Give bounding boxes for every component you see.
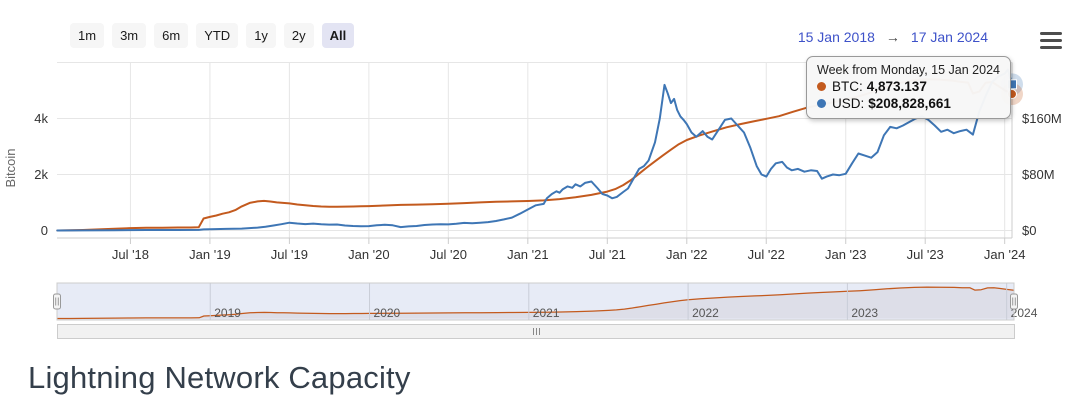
hamburger-icon[interactable] — [1040, 32, 1062, 49]
navigator-series-area — [57, 287, 1014, 319]
usd-marker-icon — [817, 99, 826, 108]
x-axis-label: Jul '19 — [271, 247, 308, 262]
scrollbar-track[interactable] — [57, 324, 1015, 339]
x-axis-label: Jul '23 — [907, 247, 944, 262]
tooltip-usd-label: USD: — [832, 96, 865, 111]
tooltip-btc-value: 4,873.137 — [866, 79, 927, 94]
btc-marker-icon — [817, 82, 826, 91]
x-axis-label: Jul '21 — [589, 247, 626, 262]
hamburger-bar — [1040, 39, 1062, 42]
hamburger-bar — [1040, 46, 1062, 49]
chart-tooltip: Week from Monday, 15 Jan 2024 BTC: 4,873… — [806, 56, 1011, 119]
usd-series-line — [56, 68, 1013, 232]
navigator-selected-mask[interactable] — [57, 283, 1014, 320]
y-left-label: 2k — [34, 167, 48, 182]
y-right-label: $0 — [1022, 223, 1036, 238]
y-right-label: $160M — [1022, 111, 1062, 126]
range-button-2y[interactable]: 2y — [283, 23, 314, 48]
navigator-year-label: 2023 — [851, 306, 878, 320]
y-left-label: 4k — [34, 111, 48, 126]
tooltip-btc-label: BTC: — [832, 79, 863, 94]
date-from-input[interactable]: 15 Jan 2018 — [797, 29, 875, 45]
x-axis-label: Jan '22 — [666, 247, 708, 262]
x-axis-label: Jan '19 — [189, 247, 231, 262]
range-button-1y[interactable]: 1y — [246, 23, 276, 48]
x-axis-label: Jul '20 — [430, 247, 467, 262]
arrow-right-icon: → — [885, 29, 900, 45]
range-button-ytd[interactable]: YTD — [196, 23, 239, 48]
x-axis-label: Jan '20 — [348, 247, 390, 262]
x-axis-label: Jan '24 — [984, 247, 1026, 262]
hamburger-bar — [1040, 32, 1062, 35]
range-button-all[interactable]: All — [321, 23, 355, 48]
date-range: 15 Jan 2018 → 17 Jan 2024 — [798, 29, 988, 45]
x-axis-label: Jul '22 — [748, 247, 785, 262]
navigator-handle-left[interactable] — [53, 293, 61, 310]
x-axis-label: Jan '23 — [825, 247, 867, 262]
y-left-label: 0 — [41, 223, 48, 238]
page-title: Lightning Network Capacity — [28, 360, 411, 395]
navigator-year-label: 2019 — [214, 306, 241, 320]
range-button-1m[interactable]: 1m — [70, 23, 105, 48]
y-left-axis-title: Bitcoin — [3, 148, 18, 187]
x-axis-label: Jan '21 — [507, 247, 549, 262]
navigator-handle-right[interactable] — [1010, 293, 1018, 310]
range-selector: 1m 3m 6m YTD 1y 2y All — [70, 23, 355, 48]
date-to-input[interactable]: 17 Jan 2024 — [910, 29, 988, 45]
x-axis-label: Jul '18 — [112, 247, 149, 262]
navigator-series-line — [56, 286, 1015, 320]
navigator-year-label: 2024 — [1011, 306, 1038, 320]
tooltip-header: Week from Monday, 15 Jan 2024 — [817, 63, 1000, 77]
y-right-label: $80M — [1022, 167, 1055, 182]
navigator-year-label: 2021 — [533, 306, 560, 320]
navigator[interactable]: 2019 2020 2021 2022 2023 2024 — [53, 282, 1038, 321]
scrollbar-grip-icon[interactable] — [532, 328, 540, 335]
range-button-3m[interactable]: 3m — [112, 23, 147, 48]
navigator-year-label: 2020 — [374, 306, 401, 320]
range-button-6m[interactable]: 6m — [154, 23, 189, 48]
navigator-year-label: 2022 — [692, 306, 719, 320]
tooltip-row-usd: USD: $208,828,661 — [817, 96, 1000, 111]
tooltip-row-btc: BTC: 4,873.137 — [817, 79, 1000, 94]
tooltip-usd-value: $208,828,661 — [868, 96, 951, 111]
